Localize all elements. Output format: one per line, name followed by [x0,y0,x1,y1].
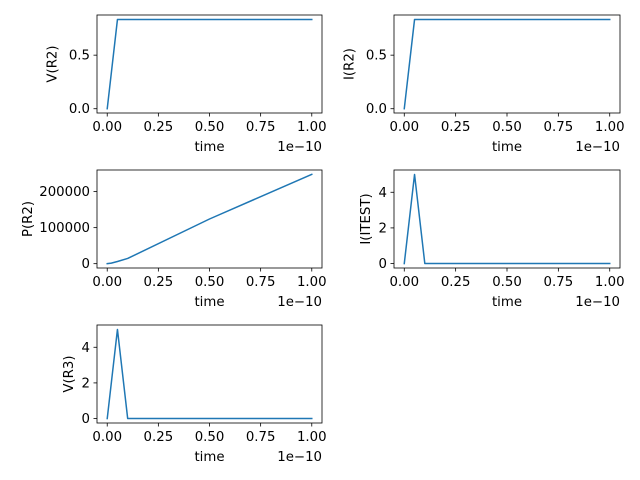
x-tick-label: 0.50 [492,275,522,290]
x-axis-label: time [194,450,224,465]
axes-frame [393,169,621,269]
y-axis-label: V(R3) [62,355,77,392]
subplot-2: 0.00 0.25 0.50 0.75 1.00 0.0 0.5 time 1e−10 I(R2) [342,14,625,155]
x-tick-label: 0.25 [441,275,471,290]
y-tick-label: 100000 [39,221,90,236]
x-tick-label: 1.00 [297,120,327,135]
x-tick-label: 0.75 [544,120,574,135]
x-tick-label: 0.00 [389,275,419,290]
x-tick-label: 0.75 [544,275,574,290]
x-tick-label: 1.00 [297,430,327,445]
y-tick-label: 2 [82,376,90,391]
y-tick-label: 200000 [39,185,90,200]
x-tick-label: 0.00 [92,430,122,445]
x-offset-label: 1e−10 [277,140,322,155]
y-tick-label: 0 [379,257,387,272]
axes-frame [96,324,323,424]
y-tick-label: 0.5 [366,49,387,64]
axes-frame [393,14,621,114]
subplot-3: 0.00 0.25 0.50 0.75 1.00 0 100000 200000 time 1e−… [21,169,327,310]
series-line-5-1 [106,328,313,420]
y-tick-label: 0.5 [69,49,90,64]
x-offset-label: 1e−10 [575,140,620,155]
series-line-4-1 [403,173,611,265]
x-offset-label: 1e−10 [277,450,322,465]
x-offset-label: 1e−10 [277,295,322,310]
y-axis-label: I(ITEST) [359,193,374,244]
y-tick-label: 4 [379,186,387,201]
subplot-4: 0.00 0.25 0.50 0.75 1.00 0 2 4 time 1e−10 I(ITEST) [359,169,625,310]
x-tick-label: 0.00 [92,120,122,135]
subplot-5: 0.00 0.25 0.50 0.75 1.00 0 2 4 time 1e−10 V(R3) [62,324,327,465]
y-tick-label: 0 [82,257,90,272]
x-tick-label: 0.25 [144,275,174,290]
x-axis-label: time [492,295,522,310]
y-tick-label: 4 [82,341,90,356]
x-tick-label: 1.00 [297,275,327,290]
x-axis-label: time [492,140,522,155]
x-tick-label: 0.25 [144,120,174,135]
y-axis-label: I(R2) [342,48,357,80]
axes-frame [96,14,323,114]
x-tick-label: 1.00 [595,120,625,135]
x-tick-label: 1.00 [595,275,625,290]
y-axis-label: V(R2) [45,45,60,82]
x-tick-label: 0.00 [389,120,419,135]
y-tick-label: 0.0 [69,102,90,117]
subplot-1: 0.00 0.25 0.50 0.75 1.00 0.0 0.5 time 1e−10 V(R2) [45,14,327,155]
x-tick-label: 0.50 [492,120,522,135]
series-line-1-1 [106,18,313,110]
x-axis-label: time [194,295,224,310]
y-tick-label: 2 [379,221,387,236]
x-tick-label: 0.00 [92,275,122,290]
x-tick-label: 0.25 [144,430,174,445]
x-tick-label: 0.75 [246,275,276,290]
x-tick-label: 0.25 [441,120,471,135]
x-tick-label: 0.75 [246,120,276,135]
x-offset-label: 1e−10 [575,295,620,310]
x-tick-label: 0.50 [195,430,225,445]
y-axis-label: P(R2) [21,201,36,237]
y-tick-label: 0.0 [366,102,387,117]
x-axis-label: time [194,140,224,155]
x-tick-label: 0.50 [195,275,225,290]
series-line-3-1 [106,173,313,265]
y-tick-label: 0 [82,412,90,427]
x-tick-label: 0.50 [195,120,225,135]
series-line-2-1 [403,18,611,110]
x-tick-label: 0.75 [246,430,276,445]
